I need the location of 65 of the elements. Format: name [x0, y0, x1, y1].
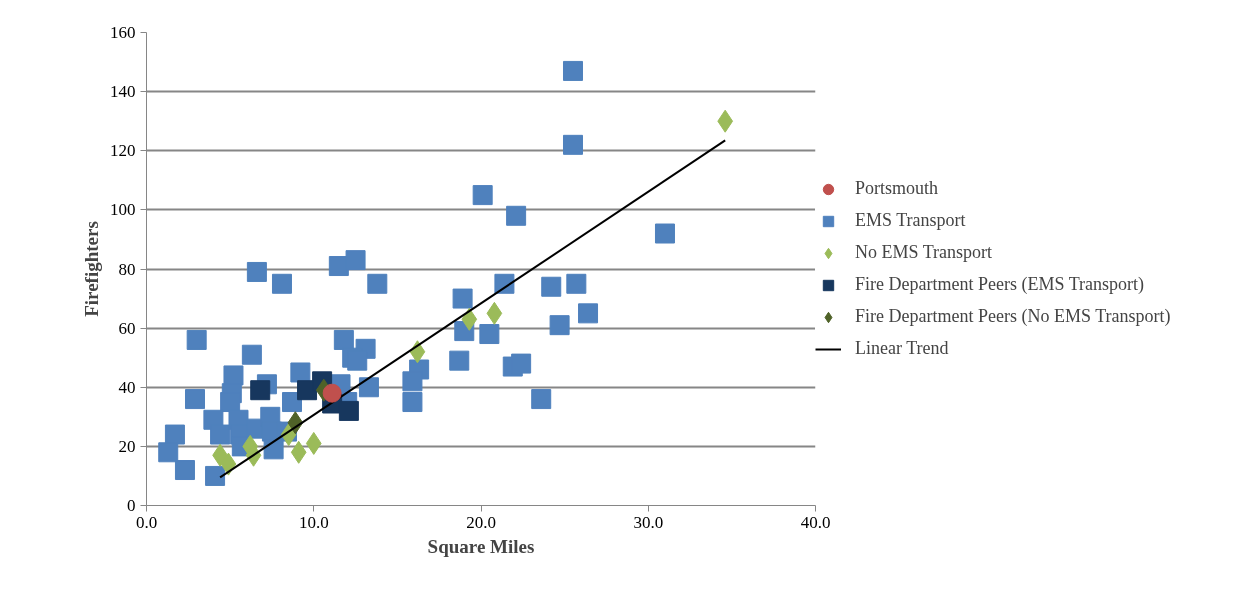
point — [186, 329, 207, 350]
y-axis-title: Firefighters — [81, 221, 102, 317]
legend-label: Portsmouth — [855, 178, 939, 199]
point — [479, 324, 500, 345]
y-tick-label: 140 — [110, 82, 136, 102]
legend-label: No EMS Transport — [855, 242, 993, 263]
point — [566, 273, 587, 294]
point — [305, 431, 322, 455]
x-tick-label: 20.0 — [466, 512, 496, 532]
point — [402, 371, 423, 392]
point — [322, 383, 342, 403]
point — [220, 392, 241, 413]
point — [486, 301, 503, 325]
x-tick-label: 0.0 — [135, 512, 158, 532]
point — [654, 223, 675, 244]
point — [250, 380, 271, 401]
point — [220, 452, 237, 476]
point — [562, 60, 583, 81]
point — [271, 273, 292, 294]
y-tick-label: 80 — [118, 259, 136, 279]
point — [174, 460, 195, 481]
x-axis-title: Square Miles — [427, 535, 535, 557]
point — [506, 205, 527, 226]
point — [461, 307, 478, 331]
y-tick-label: 20 — [118, 436, 136, 456]
point — [472, 185, 493, 206]
point — [717, 109, 734, 133]
point — [246, 261, 267, 282]
point — [511, 353, 532, 374]
y-tick-label: 60 — [118, 318, 136, 338]
point — [402, 392, 423, 413]
point — [290, 362, 311, 383]
y-tick-label: 0 — [127, 496, 136, 515]
point — [210, 424, 231, 445]
point — [185, 389, 205, 410]
x-tick-label: 30.0 — [633, 512, 664, 532]
point — [205, 465, 226, 486]
point — [282, 392, 303, 413]
point — [549, 315, 570, 336]
y-tick-label: 40 — [118, 377, 136, 397]
y-tick-label: 120 — [110, 141, 136, 161]
x-tick-label: 10.0 — [298, 512, 329, 532]
point — [338, 400, 359, 421]
legend-label: EMS Transport — [855, 210, 966, 231]
legend-label: Linear Trend — [855, 338, 949, 359]
x-tick-label: 40.0 — [800, 512, 831, 532]
legend-label: Fire Department Peers (No EMS Transport) — [855, 306, 1171, 327]
legend-label: Fire Department Peers (EMS Transport) — [855, 274, 1144, 295]
point — [290, 440, 307, 464]
point — [541, 276, 562, 297]
point — [367, 273, 388, 294]
point — [562, 134, 583, 155]
point — [333, 329, 354, 350]
point — [531, 389, 552, 410]
point — [578, 303, 599, 324]
point — [241, 344, 262, 365]
y-tick-label: 160 — [110, 23, 136, 42]
point — [164, 424, 185, 445]
point — [223, 365, 244, 386]
point — [449, 350, 470, 371]
point — [158, 442, 179, 463]
y-tick-label: 100 — [110, 200, 136, 220]
point — [345, 250, 366, 271]
point — [452, 288, 473, 309]
point — [358, 377, 379, 398]
